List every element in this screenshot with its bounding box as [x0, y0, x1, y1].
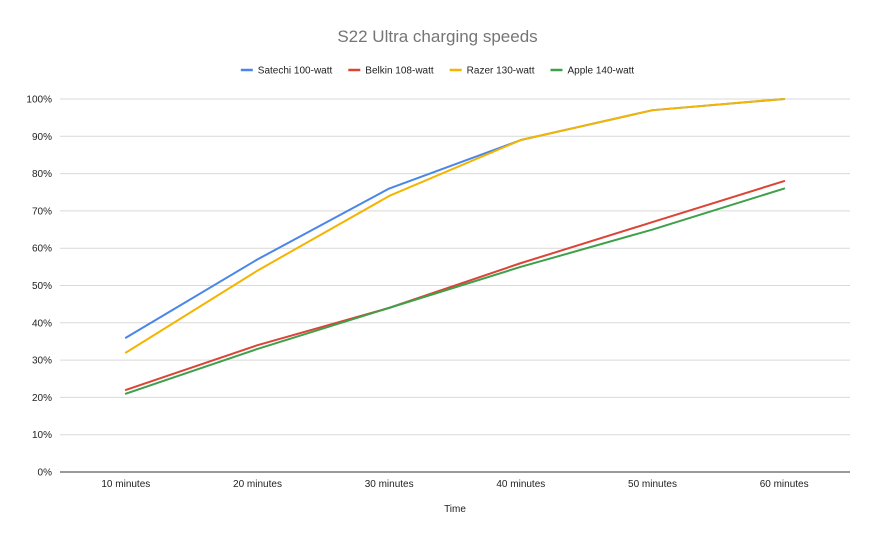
y-tick-label: 80% [32, 169, 52, 180]
x-tick-label: 10 minutes [101, 479, 150, 490]
y-tick-label: 50% [32, 281, 52, 292]
y-tick-label: 70% [32, 206, 52, 217]
series-line-belkin-108-watt [124, 180, 786, 391]
y-tick-label: 100% [26, 95, 52, 106]
y-tick-label: 90% [32, 132, 52, 143]
x-tick-label: 30 minutes [365, 479, 414, 490]
series-line-apple-140-watt [124, 187, 786, 395]
legend-label: Apple 140-watt [567, 66, 634, 77]
x-axis-title: Time [444, 504, 466, 515]
x-tick-label: 60 minutes [760, 479, 809, 490]
y-tick-label: 10% [32, 430, 52, 441]
y-tick-label: 30% [32, 356, 52, 367]
legend-item: Belkin 108-watt [348, 66, 434, 77]
legend-label: Belkin 108-watt [365, 66, 434, 77]
y-axis-tick-labels: 0% 10% 20% 30% 40% 50% 60% 70% 80% 90% 100% [26, 95, 52, 479]
x-tick-label: 20 minutes [233, 479, 282, 490]
legend-item: Razer 130-watt [449, 66, 535, 77]
gridlines [60, 98, 850, 436]
y-tick-label: 0% [38, 468, 53, 479]
x-axis-tick-labels: 10 minutes 20 minutes 30 minutes 40 minutes… [101, 479, 808, 490]
legend-label: Razer 130-watt [467, 66, 535, 77]
y-tick-label: 40% [32, 318, 52, 329]
series-lines [124, 98, 786, 395]
legend-label: Satechi 100-watt [258, 66, 333, 77]
series-line-razer-130-watt [124, 98, 786, 354]
y-tick-label: 60% [32, 244, 52, 255]
chart-title: S22 Ultra charging speeds [337, 27, 537, 46]
x-tick-label: 50 minutes [628, 479, 677, 490]
x-tick-label: 40 minutes [496, 479, 545, 490]
legend-item: Satechi 100-watt [240, 66, 333, 77]
legend-item: Apple 140-watt [550, 66, 634, 77]
legend: Satechi 100-watt Belkin 108-watt Razer 130… [240, 66, 634, 77]
y-tick-label: 20% [32, 393, 52, 404]
